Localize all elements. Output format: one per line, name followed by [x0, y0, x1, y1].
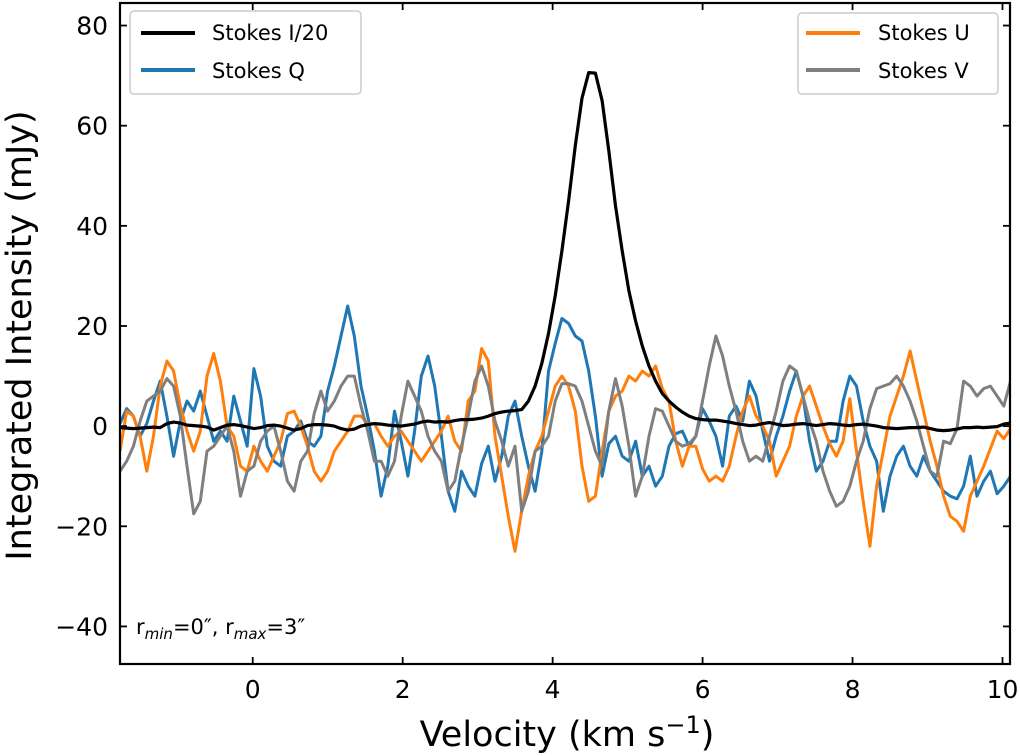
legend-label-stokes-q: Stokes Q	[212, 59, 305, 83]
ticks-layer: 0 2 4 6 8 10 −40 −20 0 20 40 60 80	[55, 3, 1018, 704]
x-tick-label: 2	[395, 675, 411, 704]
plot-frame	[118, 1, 1012, 666]
x-tick-label: 8	[845, 675, 861, 704]
legend-top-left: Stokes I/20 Stokes Q	[129, 10, 362, 95]
x-tick-label: 6	[695, 675, 711, 704]
annotation-r: r	[136, 615, 145, 639]
y-tick-label: 20	[76, 312, 108, 341]
y-tick-label: 80	[76, 12, 108, 41]
series-line-stokes-v	[120, 334, 1010, 516]
radius-annotation: rmin=0″, rmax=3″	[136, 615, 305, 643]
y-axis-label: Integrated Intensity (mJy)	[0, 110, 40, 560]
x-axis-label-superscript: −1	[665, 711, 700, 739]
y-tick-label: −40	[55, 612, 108, 641]
y-tick-label: 40	[76, 212, 108, 241]
annotation-rmin-value: =0″, r	[173, 615, 234, 639]
series-line-stokes-q	[120, 304, 1010, 513]
series-line-stokes-i-20	[120, 70, 1010, 433]
y-tick-label: 60	[76, 112, 108, 141]
x-axis-label-main: Velocity (km s	[420, 715, 666, 755]
annotation-rmax-value: =3″	[266, 615, 305, 639]
x-tick-label: 10	[987, 675, 1019, 704]
legend-top-right: Stokes U Stokes V	[797, 12, 999, 95]
series-layer	[120, 70, 1010, 553]
legend-label-stokes-u: Stokes U	[878, 21, 970, 45]
x-tick-label: 0	[245, 675, 261, 704]
legend-label-stokes-i: Stokes I/20	[212, 21, 328, 45]
x-axis-label: Velocity (km s−1)	[420, 711, 715, 755]
series-line-stokes-u	[120, 347, 1010, 553]
annotation-min-subscript: min	[145, 625, 173, 643]
x-axis-label-close: )	[701, 715, 715, 755]
x-tick-label: 4	[545, 675, 561, 704]
y-tick-label: 0	[92, 412, 108, 441]
annotation-max-subscript: max	[234, 625, 267, 643]
y-tick-label: −20	[55, 512, 108, 541]
legend-label-stokes-v: Stokes V	[878, 59, 969, 83]
